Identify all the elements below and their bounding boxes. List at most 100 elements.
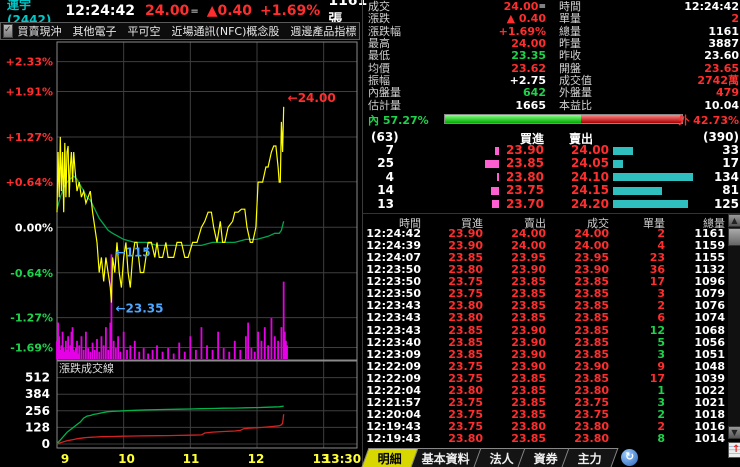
refresh-icon[interactable]: ↻ [621,449,639,466]
chart-annotation: ←115 [115,245,150,259]
quote-label: 外盤量 [559,86,592,100]
quote-row: 最低 23.35 昨收 23.60 [363,49,740,62]
trade-row[interactable]: 12:23:43 23.80 23.85 23.85 2 1076 [363,300,728,312]
quote-row: 漲跌幅 +1.69% 總量 1161 [363,24,740,38]
trade-row[interactable]: 12:24:39 23.90 24.00 24.00 4 1159 [363,239,728,252]
quote-panel: 成交 24.00= 時間 12:24:42 漲跌 ▲ 0.40 單量 2 漲跌幅 +1.69% 總量… [362,0,740,467]
trade-cell: 23.85 [574,287,609,301]
quote-label: 內盤量 [368,86,401,100]
trade-row[interactable]: 12:19:43 23.75 23.80 23.80 2 1016 [363,421,728,433]
trade-row[interactable]: 12:23:50 23.80 23.90 23.90 36 1132 [363,264,728,276]
trade-cell: 1 [657,383,665,397]
order-book-row[interactable]: 4 23.80 24.10 134 [363,170,740,184]
price-change: ▲0.40 [206,3,253,19]
trades-scrollbar[interactable]: ▲ ▼ [728,214,740,439]
category-item[interactable]: 週邊產品指標 [290,25,357,38]
trade-column-header: 賣出 [524,217,546,230]
ask-qty: 125 [713,196,739,211]
trade-cell: 23.85 [511,408,546,422]
trade-cell: 1048 [694,359,725,373]
trade-cell: 6 [657,311,665,325]
trade-row[interactable]: 12:22:09 23.75 23.90 23.90 9 1048 [363,359,728,373]
trade-row[interactable]: 12:19:43 23.80 23.85 23.80 8 1014 [363,433,728,445]
trade-row[interactable]: 12:21:57 23.75 23.85 23.75 3 1021 [363,395,728,409]
trade-cell: 12:20:04 [366,408,421,422]
tab-label: 資券 [533,451,558,466]
trade-row[interactable]: 12:23:50 23.75 23.85 23.85 17 1096 [363,276,728,288]
trade-cell: 23.85 [574,335,609,349]
report-icon[interactable] [728,442,740,458]
trade-cell: 1021 [694,395,725,409]
trade-row[interactable]: 12:23:43 23.80 23.85 23.85 6 1074 [363,312,728,324]
order-book-row[interactable]: 25 23.85 24.05 17 [363,157,740,170]
quote-value: 1665 [515,98,546,112]
subchart-title: 漲跌成交線 [59,361,114,375]
tab-主力[interactable]: 主力 [561,448,619,467]
category-item[interactable]: 平可空 [127,25,161,38]
quote-value: 2742萬 [697,74,739,88]
scroll-down-button[interactable]: ▼ [728,426,740,439]
category-item[interactable]: 買賣現沖 [17,25,62,38]
trade-cell: 23.85 [511,371,546,385]
trade-cell: 12:21:57 [366,395,421,409]
category-item[interactable]: 近場通訊(NFC)概念股 [171,25,280,38]
trade-cell: 23.85 [511,432,546,446]
scrollbar-thumb[interactable] [728,228,740,246]
bid-qty-bar [496,173,499,182]
trade-cell: 23.75 [448,359,483,373]
trade-row[interactable]: 12:23:43 23.85 23.90 23.85 12 1068 [363,323,728,337]
trade-cell: 23.80 [448,263,483,277]
trade-cell: 17 [649,275,665,289]
trade-column-header: 時間 [399,217,421,230]
trade-cell: 23.75 [448,287,483,301]
ask-qty-bar [613,200,688,209]
trade-row[interactable]: 12:24:42 23.90 24.00 24.00 2 1161 [363,227,728,240]
trade-cell: 23.85 [574,323,609,337]
price-change-pct: +1.69% [260,3,321,19]
category-item[interactable]: 其他電子 [72,25,117,38]
trade-cell: 3 [657,347,665,361]
scroll-up-button[interactable]: ▲ [728,214,740,227]
bid-order-count: (63) [371,130,399,144]
trade-row[interactable]: 12:24:07 23.85 23.95 23.95 23 1155 [363,252,728,264]
trade-row[interactable]: 12:22:04 23.80 23.85 23.80 1 1022 [363,383,728,397]
category-dropdown-button[interactable]: ✓ [3,24,13,38]
trade-row[interactable]: 12:23:50 23.75 23.85 23.85 3 1079 [363,288,728,300]
bid-qty-bar [485,159,499,168]
trade-row[interactable]: 12:23:09 23.85 23.90 23.85 3 1051 [363,347,728,361]
time-axis-tick: 11 [183,452,200,466]
price-axis-tick: 0.00% [15,221,53,234]
trade-row[interactable]: 12:20:04 23.75 23.85 23.75 2 1018 [363,408,728,422]
trade-cell: 23.85 [511,287,546,301]
trade-row[interactable]: 12:23:40 23.85 23.90 23.85 5 1056 [363,335,728,349]
order-book-row[interactable]: 7 23.90 24.00 33 [363,143,740,157]
trade-cell: 23 [649,251,665,265]
order-book-row[interactable]: 13 23.70 24.20 125 [363,196,740,211]
inner-outer-ratio: 內 57.27% 外 42.73% [363,112,740,127]
order-book-row[interactable]: 14 23.75 24.15 81 [363,183,740,197]
trade-cell: 23.85 [448,335,483,349]
trade-cell: 2 [657,420,665,434]
time-axis-tick: 12 [248,452,265,466]
category-bar: ✓ 買賣現沖 其他電子 平可空 近場通訊(NFC)概念股 週邊產品指標 [0,22,360,40]
trade-row[interactable]: 12:22:09 23.75 23.85 23.85 17 1039 [363,371,728,385]
trade-cell: 23.80 [574,420,609,434]
quote-value: 23.62 [511,61,546,75]
trade-cell: 23.85 [574,371,609,385]
trade-cell: 23.85 [448,347,483,361]
trade-cell: 5 [657,335,665,349]
trade-cell: 1016 [694,420,725,434]
tab-明細[interactable]: 明細 [361,448,419,467]
tab-label: 法人 [489,451,514,466]
ask-qty: 33 [722,143,739,157]
time-axis-tick: 13:30 [323,452,361,466]
trade-cell: 23.90 [448,227,483,240]
bid-qty: 25 [377,156,394,171]
outer-ratio-label: 外 42.73% [678,114,739,127]
quote-label: 開盤 [559,61,581,75]
quote-label: 漲跌幅 [368,24,401,38]
ask-qty-bar [613,146,633,155]
trade-cell: 1039 [694,371,725,385]
trade-cell: 23.90 [574,359,609,373]
quote-value: 24.00 [511,37,546,51]
